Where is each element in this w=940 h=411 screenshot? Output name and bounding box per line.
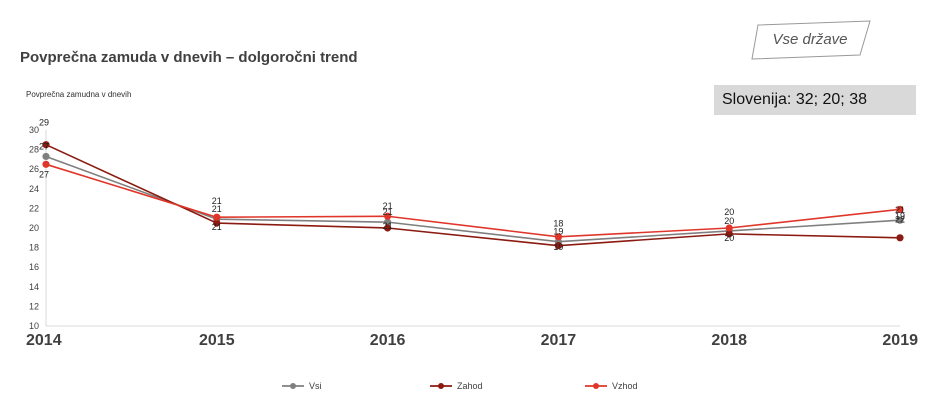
y-tick-label: 20: [29, 223, 39, 233]
data-label-vzhod: 27: [39, 169, 49, 179]
data-label-zahod: 29: [39, 118, 49, 128]
y-tick-label: 24: [29, 184, 39, 194]
data-point-vzhod: [725, 224, 733, 232]
data-label-vzhod: 21: [383, 221, 393, 231]
data-label-vsi: 20: [724, 216, 734, 226]
data-point-vsi: [42, 152, 50, 161]
legend-marker-zahod: [438, 383, 444, 389]
data-point-zahod: [213, 219, 221, 227]
data-point-zahod: [896, 234, 904, 242]
x-tick-label: 2014: [26, 332, 62, 349]
data-label-vsi: 21: [895, 205, 905, 215]
data-point-vzhod: [896, 205, 904, 213]
x-tick-label: 2018: [711, 332, 747, 349]
data-point-vzhod: [554, 233, 563, 241]
data-label-vzhod: 21: [212, 222, 222, 232]
y-tick-label: 18: [29, 243, 39, 253]
data-label-vsi: 21: [383, 207, 393, 217]
all-countries-label: Vse države: [772, 31, 848, 48]
y-tick-label: 12: [29, 301, 39, 311]
x-tick-label: 2015: [199, 332, 235, 349]
series-line-vsi: [45, 155, 901, 243]
data-label-zahod: 21: [383, 201, 393, 211]
data-label-vzhod: 20: [724, 233, 734, 243]
x-tick-label: 2016: [370, 332, 406, 349]
data-point-zahod: [725, 230, 733, 238]
data-point-vsi: [384, 218, 392, 226]
data-label-zahod: 18: [553, 219, 563, 229]
all-countries-button[interactable]: Vse države: [748, 20, 872, 70]
data-label-vzhod: 19: [553, 242, 563, 252]
data-point-vzhod: [213, 213, 221, 221]
data-label-zahod: 19: [895, 211, 905, 221]
legend-label-vsi: Vsi: [309, 381, 322, 391]
series-line-vzhod: [45, 163, 901, 238]
data-label-vsi: 21: [212, 204, 222, 214]
y-tick-label: 22: [29, 203, 39, 213]
x-tick-label: 2017: [541, 332, 577, 349]
y-tick-label: 14: [29, 282, 39, 292]
data-label-vsi: 27: [39, 141, 49, 151]
y-tick-label: 30: [29, 125, 39, 135]
data-point-zahod: [554, 242, 563, 250]
legend-label-vzhod: Vzhod: [612, 381, 638, 391]
legend-label-zahod: Zahod: [457, 381, 483, 391]
data-label-vsi: 19: [553, 227, 563, 237]
data-point-vsi: [896, 216, 904, 224]
data-point-zahod: [384, 224, 392, 232]
data-point-vzhod: [384, 212, 392, 220]
data-point-zahod: [42, 141, 50, 149]
y-axis-label: Povprečna zamudna v dnevih: [26, 90, 132, 99]
y-tick-label: 16: [29, 262, 39, 272]
y-tick-label: 26: [29, 164, 39, 174]
data-label-zahod: 21: [212, 196, 222, 206]
x-tick-label: 2019: [882, 332, 918, 349]
y-tick-label: 10: [29, 321, 39, 331]
y-tick-label: 28: [29, 145, 39, 155]
legend-marker-vzhod: [593, 383, 599, 389]
data-label-zahod: 20: [724, 207, 734, 217]
series-line-zahod: [45, 143, 901, 247]
slovenia-summary-box: Slovenija: 32; 20; 38: [714, 85, 916, 115]
data-label-vzhod: 22: [895, 214, 905, 224]
chart-title: Povprečna zamuda v dnevih – dolgoročni t…: [20, 49, 358, 66]
data-point-vzhod: [42, 160, 50, 168]
button-frame: [751, 20, 871, 60]
legend-marker-vsi: [290, 383, 296, 389]
